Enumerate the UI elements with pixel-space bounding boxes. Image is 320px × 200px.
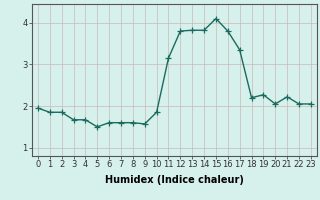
X-axis label: Humidex (Indice chaleur): Humidex (Indice chaleur) <box>105 175 244 185</box>
